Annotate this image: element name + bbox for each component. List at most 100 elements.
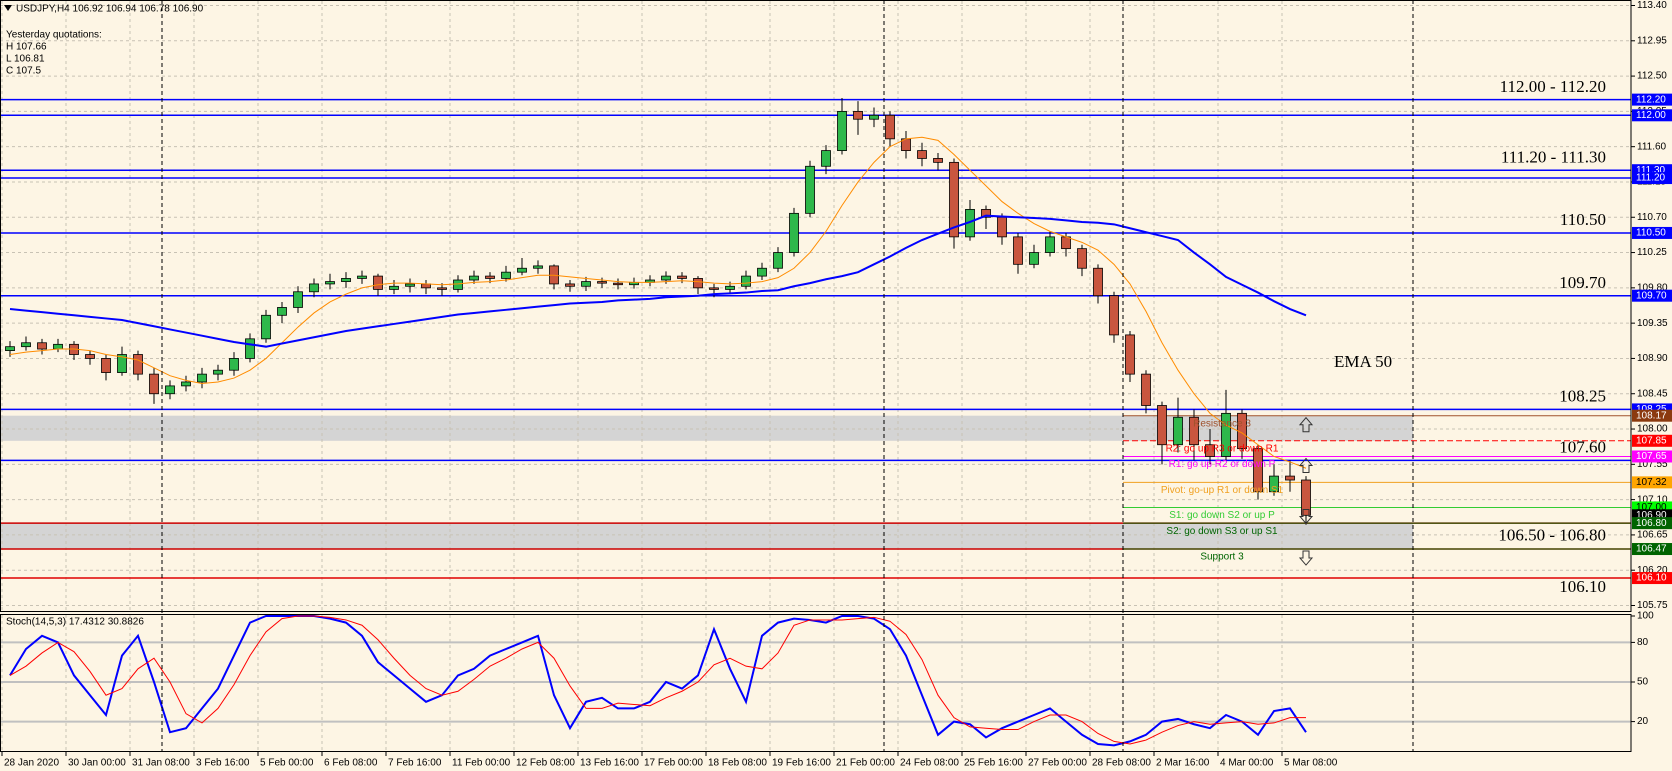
pivot-label: S1: go down S2 or up P <box>1169 510 1275 521</box>
x-tick-label: 6 Feb 08:00 <box>324 758 378 769</box>
candle-body <box>1301 479 1311 516</box>
candle-body <box>1205 444 1215 457</box>
candle-body <box>53 343 63 350</box>
x-tick-label: 28 Jan 2020 <box>4 758 59 769</box>
price-tag <box>1632 434 1672 447</box>
candle-body <box>389 285 399 290</box>
candle-body <box>1141 373 1151 406</box>
candle-body <box>197 373 207 383</box>
level-annotation: 107.60 <box>1559 438 1606 457</box>
level-annotation: 106.10 <box>1559 577 1606 596</box>
x-tick-label: 24 Feb 08:00 <box>900 758 959 769</box>
price-tag <box>1632 450 1672 463</box>
candle-body <box>933 158 943 163</box>
x-tick-label: 25 Feb 16:00 <box>964 758 1023 769</box>
pivot-arrow <box>1298 457 1314 473</box>
price-tag <box>1632 289 1672 302</box>
candle-body <box>1189 416 1199 446</box>
x-tick-label: 11 Feb 00:00 <box>452 758 511 769</box>
y-tick-label: 50 <box>1637 677 1649 688</box>
candle-body <box>229 358 239 371</box>
candle-body <box>469 275 479 281</box>
y-tick-label: 111.60 <box>1637 141 1667 152</box>
price-tag-label: 110.50 <box>1636 228 1666 239</box>
pivot-label: R1: go up R2 or down P <box>1169 459 1276 470</box>
note: C 107.5 <box>6 66 41 77</box>
price-tag-label: 108.25 <box>1636 404 1667 415</box>
x-tick-label: 5 Feb 00:00 <box>260 758 314 769</box>
x-tick-label: 18 Feb 08:00 <box>708 758 767 769</box>
stoch-header: Stoch(14,5,3) 17.4312 30.8826 <box>6 617 144 628</box>
menu-triangle[interactable] <box>4 5 12 11</box>
y-tick-label: 110.25 <box>1637 247 1667 258</box>
candle-body <box>373 275 383 290</box>
x-tick-label: 21 Feb 00:00 <box>836 758 895 769</box>
candle-body <box>341 278 351 282</box>
candle-body <box>565 283 575 287</box>
candle-body <box>597 281 607 284</box>
candle-body <box>1109 295 1119 336</box>
price-tag-label: 107.00 <box>1636 502 1667 513</box>
candle-body <box>5 346 15 351</box>
candle-body <box>741 275 751 287</box>
y-tick-label: 112.50 <box>1637 71 1667 82</box>
price-tag <box>1632 572 1672 585</box>
candle-body <box>997 216 1007 238</box>
candle-body <box>1045 236 1055 253</box>
candle-body <box>677 275 687 279</box>
candle-body <box>661 275 671 281</box>
y-tick-label: 109.80 <box>1637 282 1668 293</box>
candle-body <box>1173 416 1183 446</box>
x-tick-label: 3 Feb 16:00 <box>196 758 250 769</box>
price-tag <box>1632 543 1672 556</box>
x-tick-label: 5 Mar 08:00 <box>1284 758 1338 769</box>
candle-body <box>949 161 959 238</box>
price-tag-label: 112.20 <box>1636 94 1666 105</box>
pivot-label: S2: go down S3 or up S1 <box>1166 526 1278 537</box>
candle-body <box>325 281 335 285</box>
candle-body <box>869 114 879 120</box>
candle-body <box>789 212 799 253</box>
y-tick-label: 106.65 <box>1637 530 1668 541</box>
level-annotation: 112.00 - 112.20 <box>1500 77 1606 96</box>
price-tag-label: 107.65 <box>1636 451 1667 462</box>
pivot-arrow <box>1298 550 1314 566</box>
level-annotation: 110.50 <box>1560 210 1606 229</box>
price-tag-label: 109.70 <box>1636 290 1667 301</box>
x-tick-label: 2 Mar 16:00 <box>1156 758 1210 769</box>
candle-body <box>85 354 95 359</box>
candle-body <box>181 381 191 387</box>
price-tag-label: 106.10 <box>1636 573 1667 584</box>
candle-body <box>805 165 815 214</box>
x-tick-label: 17 Feb 00:00 <box>644 758 703 769</box>
candle-body <box>757 267 767 277</box>
y-tick-label: 107.55 <box>1637 459 1668 470</box>
y-tick-label: 20 <box>1637 716 1649 727</box>
price-tag <box>1632 226 1672 239</box>
pivot-label: Support 3 <box>1200 552 1244 563</box>
price-tag-label: 107.85 <box>1636 435 1667 446</box>
candle-body <box>1157 405 1167 446</box>
candle-body <box>517 267 527 273</box>
candle-body <box>501 271 511 279</box>
price-tag <box>1632 172 1672 185</box>
candle-body <box>773 252 783 269</box>
candle-body <box>117 354 127 373</box>
candle-body <box>853 110 863 120</box>
candle-body <box>261 314 271 340</box>
price-tag-label: 108.17 <box>1636 410 1667 421</box>
candle-body <box>309 283 319 293</box>
y-tick-label: 100 <box>1637 611 1654 622</box>
candle-body <box>709 287 719 290</box>
pivot-label: Resistance 3 <box>1193 418 1251 429</box>
candle-body <box>1093 267 1103 297</box>
period-separators <box>161 0 1414 752</box>
candle-body <box>101 358 111 373</box>
plot-layer <box>0 1 1631 751</box>
x-tick-label: 19 Feb 16:00 <box>772 758 831 769</box>
series-label: EMA 50 <box>1334 352 1392 371</box>
candle-body <box>837 110 847 151</box>
candle-body <box>149 373 159 395</box>
pivot-label: R2: go up R3 or down R1 <box>1166 443 1279 454</box>
